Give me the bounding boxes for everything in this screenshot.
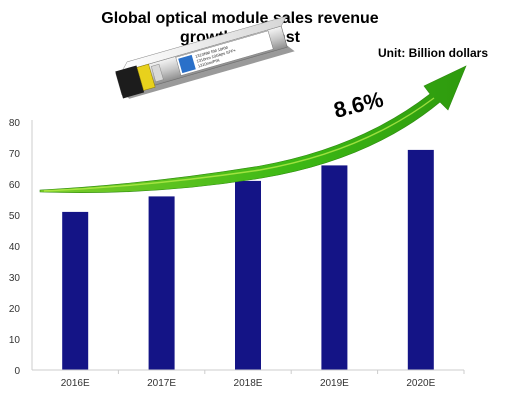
y-tick-label: 60 <box>9 180 21 191</box>
sfp-optical-module-icon: 1310NM SM 10KM 1310nm 10Gbps SFP+ 1310nm… <box>115 15 295 99</box>
y-tick-label: 30 <box>9 273 21 284</box>
bar-2016E <box>62 211 89 370</box>
module-label-line3: 1310nm/PIN <box>197 57 220 68</box>
x-tick-label: 2020E <box>406 378 435 389</box>
bar-2018E <box>235 180 261 370</box>
x-tick-label: 2019E <box>320 378 349 389</box>
y-tick-label: 40 <box>9 242 21 253</box>
unit-label: Unit: Billion dollars <box>378 46 488 60</box>
y-tick-label: 10 <box>9 335 21 346</box>
y-tick-label: 20 <box>9 304 21 315</box>
bar-2020E <box>407 149 434 370</box>
bar-2019E <box>321 165 348 370</box>
x-axis: 2016E 2017E 2018E 2019E 2020E <box>32 369 465 389</box>
y-tick-label: 70 <box>9 149 21 160</box>
y-tick-label: 50 <box>9 211 21 222</box>
growth-rate-label: 8.6% <box>331 86 386 122</box>
bars-group <box>62 149 434 370</box>
x-tick-label: 2016E <box>61 378 90 389</box>
chart-title-line1: Global optical module sales revenue <box>101 10 379 27</box>
growth-arrow <box>39 65 467 194</box>
x-tick-label: 2017E <box>147 378 176 389</box>
y-tick-label: 0 <box>14 366 20 377</box>
y-axis: 0 10 20 30 40 50 60 70 80 <box>9 118 33 377</box>
bar-2017E <box>148 196 175 370</box>
x-tick-label: 2018E <box>234 378 263 389</box>
y-tick-label: 80 <box>9 118 21 129</box>
